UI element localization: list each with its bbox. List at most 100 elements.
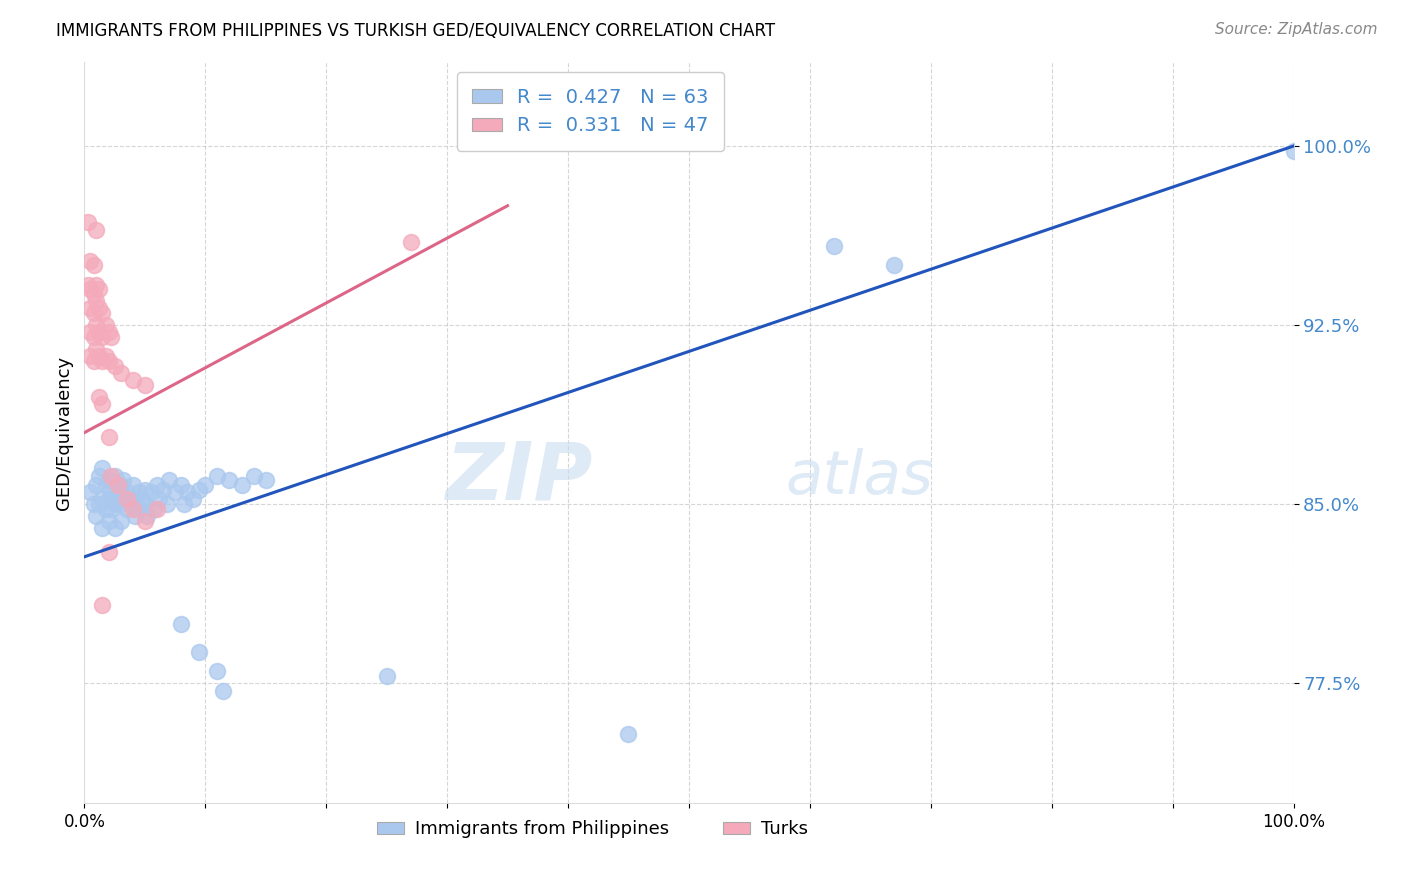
Point <box>86 342 108 356</box>
Point <box>110 514 132 528</box>
Point <box>120 492 142 507</box>
Point <box>134 483 156 497</box>
Point <box>83 306 105 320</box>
Point <box>91 521 114 535</box>
Point <box>823 239 845 253</box>
Point <box>104 468 127 483</box>
Point <box>107 478 129 492</box>
Point <box>91 306 114 320</box>
Point <box>87 468 110 483</box>
Point <box>375 669 398 683</box>
Point <box>617 726 640 740</box>
Point <box>87 349 110 363</box>
Point <box>218 474 240 488</box>
Point <box>86 509 108 524</box>
Point <box>91 397 114 411</box>
Point <box>115 502 138 516</box>
Text: Source: ZipAtlas.com: Source: ZipAtlas.com <box>1215 22 1378 37</box>
Point <box>86 318 108 333</box>
Point <box>91 354 114 368</box>
Point <box>97 430 120 444</box>
Point <box>176 485 198 500</box>
Point <box>170 478 193 492</box>
Point <box>112 474 135 488</box>
Point <box>121 478 143 492</box>
Point <box>104 359 127 373</box>
Point <box>157 474 180 488</box>
Point <box>136 509 159 524</box>
Point <box>94 502 117 516</box>
Point <box>104 497 127 511</box>
Point <box>79 485 101 500</box>
Point <box>254 474 277 488</box>
Point <box>242 468 264 483</box>
Point <box>86 294 108 309</box>
Point <box>181 492 204 507</box>
Point <box>212 683 235 698</box>
Point <box>134 497 156 511</box>
Point <box>165 485 187 500</box>
Point <box>86 478 108 492</box>
Point <box>79 282 101 296</box>
Point <box>107 485 129 500</box>
Point <box>121 497 143 511</box>
Point <box>94 349 117 363</box>
Point <box>124 509 146 524</box>
Point <box>110 478 132 492</box>
Point <box>97 326 120 340</box>
Legend: Immigrants from Philippines, Turks: Immigrants from Philippines, Turks <box>370 814 815 846</box>
Point <box>207 468 229 483</box>
Point <box>94 478 117 492</box>
Point <box>104 521 127 535</box>
Point <box>188 645 211 659</box>
Point <box>86 277 108 292</box>
Point <box>131 492 153 507</box>
Y-axis label: GED/Equivalency: GED/Equivalency <box>55 356 73 509</box>
Point <box>170 616 193 631</box>
Point <box>134 377 156 392</box>
Point <box>77 215 100 229</box>
Point <box>100 502 122 516</box>
Point <box>79 326 101 340</box>
Point <box>94 318 117 333</box>
Point <box>100 485 122 500</box>
Point <box>91 461 114 475</box>
Point <box>115 492 138 507</box>
Point <box>83 330 105 344</box>
Point <box>83 287 105 301</box>
Text: atlas: atlas <box>786 448 934 507</box>
Point <box>143 502 166 516</box>
Point <box>97 354 120 368</box>
Point <box>139 485 162 500</box>
Point <box>83 497 105 511</box>
Point <box>87 301 110 316</box>
Text: IMMIGRANTS FROM PHILIPPINES VS TURKISH GED/EQUIVALENCY CORRELATION CHART: IMMIGRANTS FROM PHILIPPINES VS TURKISH G… <box>56 22 775 40</box>
Point <box>83 259 105 273</box>
Point <box>148 492 170 507</box>
Point <box>97 514 120 528</box>
Point <box>112 492 135 507</box>
Point <box>134 514 156 528</box>
Point <box>110 366 132 380</box>
Point <box>155 497 177 511</box>
Point <box>100 330 122 344</box>
Point <box>97 545 120 559</box>
Point <box>79 301 101 316</box>
Point <box>110 497 132 511</box>
Point <box>173 497 195 511</box>
Point <box>91 598 114 612</box>
Point <box>1282 144 1305 158</box>
Point <box>86 222 108 236</box>
Point <box>121 502 143 516</box>
Point <box>91 330 114 344</box>
Point <box>399 235 422 249</box>
Point <box>128 485 150 500</box>
Point <box>231 478 253 492</box>
Point <box>97 492 120 507</box>
Point <box>883 259 905 273</box>
Text: ZIP: ZIP <box>444 438 592 516</box>
Point <box>77 277 100 292</box>
Point <box>121 373 143 387</box>
Point <box>207 665 229 679</box>
Point <box>87 282 110 296</box>
